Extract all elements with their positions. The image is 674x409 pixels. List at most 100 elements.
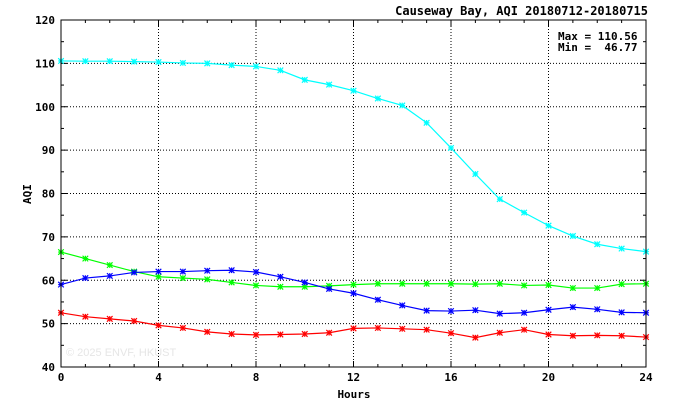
data-point xyxy=(106,272,113,280)
data-point xyxy=(350,325,357,332)
data-point xyxy=(399,280,406,287)
data-point xyxy=(423,280,430,287)
data-point xyxy=(618,245,625,252)
axis-ticks: 0 4 8 12 16 20 24 40 50 60 70 80 90 100 110 120 xyxy=(35,14,653,384)
data-point xyxy=(472,280,479,288)
data-point xyxy=(301,76,308,84)
series-1 xyxy=(57,57,650,255)
data-point xyxy=(423,307,430,314)
y-tick-label: 80 xyxy=(42,188,55,201)
data-point xyxy=(252,63,260,70)
data-point xyxy=(179,274,187,282)
data-point xyxy=(325,81,333,88)
data-point xyxy=(374,296,382,303)
y-tick-label: 70 xyxy=(42,231,55,244)
data-point xyxy=(277,67,284,74)
data-point xyxy=(228,267,235,274)
data-point xyxy=(520,309,528,317)
data-point xyxy=(447,329,455,337)
data-point xyxy=(545,222,552,229)
data-point xyxy=(447,144,455,152)
data-point xyxy=(252,282,260,289)
data-point xyxy=(496,195,503,203)
data-point xyxy=(569,332,577,339)
data-point xyxy=(399,325,406,333)
data-point xyxy=(179,59,187,67)
data-point xyxy=(179,268,187,275)
data-point xyxy=(155,273,162,281)
data-point xyxy=(130,317,138,325)
x-tick-label: 4 xyxy=(155,371,162,384)
data-point xyxy=(301,279,308,286)
watermark: © 2025 ENVF, HKUST xyxy=(66,347,176,359)
data-point xyxy=(594,306,601,313)
chart-title: Causeway Bay, AQI 20180712-20180715 xyxy=(395,4,648,18)
grid-lines xyxy=(61,20,646,367)
data-point xyxy=(277,331,284,338)
data-point xyxy=(204,328,211,336)
series-4 xyxy=(57,309,650,341)
data-point xyxy=(82,255,89,262)
data-point xyxy=(520,326,528,333)
data-point xyxy=(545,306,552,313)
series-group xyxy=(57,57,650,341)
data-point xyxy=(569,303,577,311)
x-tick-label: 0 xyxy=(58,371,65,384)
x-tick-label: 24 xyxy=(639,371,653,384)
data-point xyxy=(228,61,235,69)
data-point xyxy=(374,324,382,332)
data-point xyxy=(350,87,357,94)
data-point xyxy=(106,57,113,65)
x-axis-label: Hours xyxy=(337,388,370,401)
data-point xyxy=(618,332,625,339)
data-point xyxy=(399,102,406,109)
x-tick-label: 20 xyxy=(542,371,555,384)
data-point xyxy=(155,58,162,66)
stats-min: Min = 46.77 xyxy=(558,41,637,54)
y-tick-label: 110 xyxy=(35,57,55,70)
data-point xyxy=(204,60,211,67)
data-point xyxy=(252,268,260,276)
y-tick-label: 100 xyxy=(35,101,55,114)
data-point xyxy=(520,282,528,289)
data-point xyxy=(301,330,308,338)
data-point xyxy=(594,241,601,248)
data-point xyxy=(228,330,235,338)
data-point xyxy=(545,281,552,289)
data-point xyxy=(618,280,625,288)
data-point xyxy=(374,95,382,102)
y-tick-label: 120 xyxy=(35,14,55,27)
data-point xyxy=(277,273,284,281)
data-point xyxy=(130,269,138,276)
data-point xyxy=(204,267,211,274)
data-point xyxy=(472,306,479,314)
data-point xyxy=(155,322,162,329)
x-tick-label: 8 xyxy=(253,371,260,384)
data-point xyxy=(618,309,625,316)
data-point xyxy=(350,290,357,297)
data-point xyxy=(447,280,455,287)
data-point xyxy=(520,209,528,216)
series-line xyxy=(60,312,647,339)
y-tick-label: 90 xyxy=(42,144,55,157)
data-point xyxy=(496,310,503,317)
data-point xyxy=(545,331,552,338)
data-point xyxy=(325,329,333,336)
data-point xyxy=(472,170,479,178)
data-point xyxy=(594,284,601,292)
data-point xyxy=(447,307,455,315)
data-point xyxy=(277,283,284,290)
data-point xyxy=(82,274,89,282)
y-tick-label: 50 xyxy=(42,318,55,331)
data-point xyxy=(82,313,89,320)
data-point xyxy=(82,57,89,65)
data-point xyxy=(130,58,138,65)
y-tick-label: 40 xyxy=(42,361,55,374)
data-point xyxy=(423,119,430,127)
data-point xyxy=(179,324,187,332)
series-3 xyxy=(57,267,650,317)
data-point xyxy=(496,329,503,336)
x-tick-label: 16 xyxy=(444,371,458,384)
data-point xyxy=(106,261,113,269)
